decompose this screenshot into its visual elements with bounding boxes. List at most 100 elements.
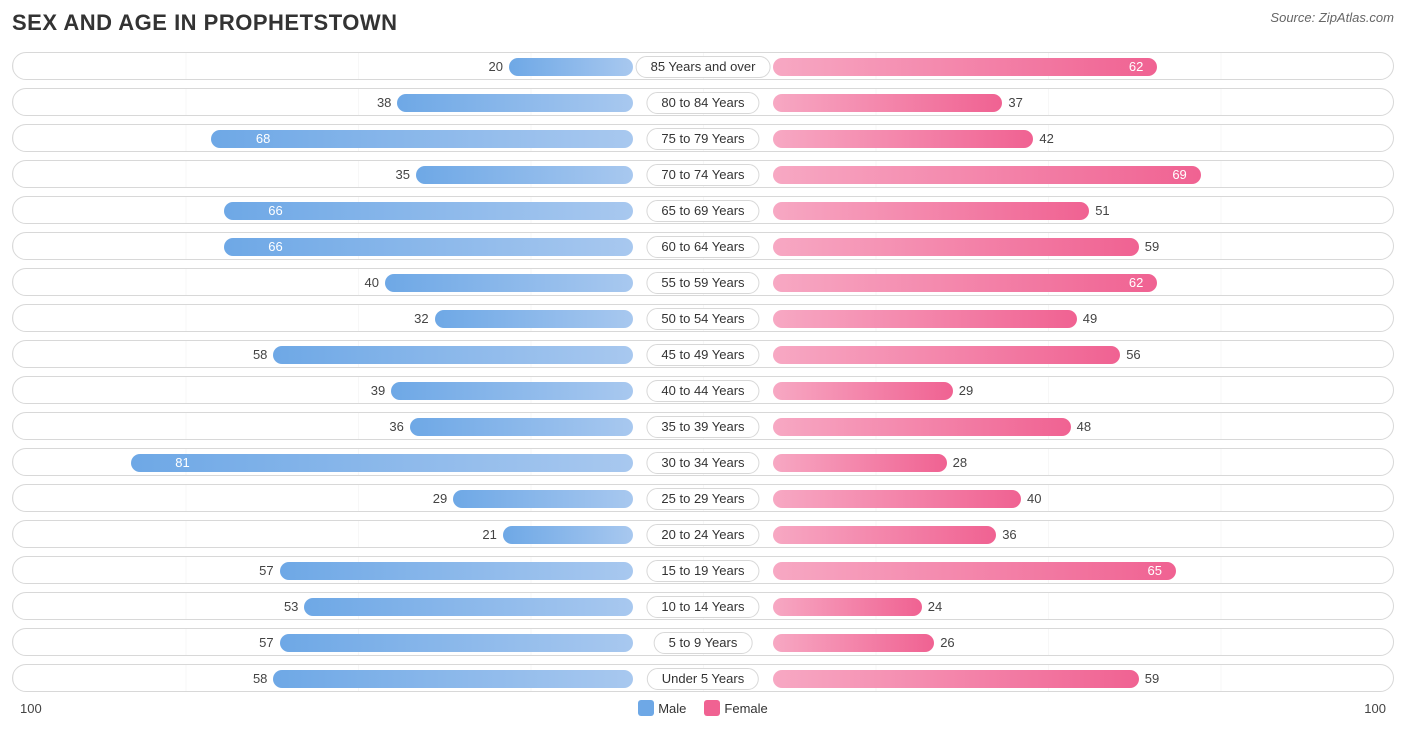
age-bucket-label: 30 to 34 Years — [646, 452, 759, 474]
male-value: 57 — [259, 634, 273, 652]
male-value: 35 — [396, 166, 410, 184]
pyramid-row: 665960 to 64 Years — [12, 232, 1394, 260]
age-bucket-label: 25 to 29 Years — [646, 488, 759, 510]
male-value: 29 — [433, 490, 447, 508]
male-value: 66 — [260, 202, 290, 220]
male-bar — [391, 382, 633, 400]
female-bar — [773, 94, 1002, 112]
female-bar — [773, 670, 1139, 688]
legend-male-label: Male — [658, 701, 686, 716]
age-bucket-label: 35 to 39 Years — [646, 416, 759, 438]
female-bar — [773, 310, 1077, 328]
age-bucket-label: 5 to 9 Years — [654, 632, 753, 654]
male-bar — [273, 670, 633, 688]
male-bar — [304, 598, 633, 616]
female-value: 59 — [1145, 238, 1159, 256]
age-bucket-label: 50 to 54 Years — [646, 308, 759, 330]
female-value: 48 — [1077, 418, 1091, 436]
axis-left-max: 100 — [20, 701, 42, 716]
age-bucket-label: 15 to 19 Years — [646, 560, 759, 582]
age-bucket-label: 10 to 14 Years — [646, 596, 759, 618]
male-bar — [280, 634, 633, 652]
female-bar — [773, 634, 934, 652]
male-bar — [453, 490, 633, 508]
female-value: 56 — [1126, 346, 1140, 364]
female-bar — [773, 418, 1071, 436]
age-bucket-label: 65 to 69 Years — [646, 200, 759, 222]
age-bucket-label: 75 to 79 Years — [646, 128, 759, 150]
legend-female-label: Female — [724, 701, 767, 716]
female-value: 29 — [959, 382, 973, 400]
pyramid-row: 206285 Years and over — [12, 52, 1394, 80]
female-bar — [773, 238, 1139, 256]
female-value: 49 — [1083, 310, 1097, 328]
chart-header: SEX AND AGE IN PROPHETSTOWN Source: ZipA… — [12, 10, 1394, 36]
pyramid-row: 532410 to 14 Years — [12, 592, 1394, 620]
female-value: 51 — [1095, 202, 1109, 220]
male-bar — [435, 310, 633, 328]
pyramid-row: 356970 to 74 Years — [12, 160, 1394, 188]
male-value: 36 — [389, 418, 403, 436]
male-bar — [385, 274, 633, 292]
male-value: 58 — [253, 670, 267, 688]
female-value: 62 — [1121, 58, 1151, 76]
pyramid-row: 213620 to 24 Years — [12, 520, 1394, 548]
male-value: 68 — [248, 130, 278, 148]
female-bar — [773, 130, 1033, 148]
swatch-female — [704, 700, 720, 716]
female-bar — [773, 490, 1021, 508]
male-bar — [131, 454, 633, 472]
male-bar — [416, 166, 633, 184]
female-bar — [773, 562, 1176, 580]
female-value: 37 — [1008, 94, 1022, 112]
source-name: ZipAtlas.com — [1319, 10, 1394, 25]
pyramid-row: 38 37 80 to 84 Years — [12, 88, 1394, 116]
female-value: 59 — [1145, 670, 1159, 688]
legend-male: Male — [638, 700, 686, 716]
male-value: 21 — [482, 526, 496, 544]
female-bar — [773, 454, 947, 472]
female-bar — [773, 274, 1157, 292]
pyramid-row: 812830 to 34 Years — [12, 448, 1394, 476]
male-value: 40 — [365, 274, 379, 292]
pyramid-row: 29 40 25 to 29 Years — [12, 484, 1394, 512]
age-bucket-label: 55 to 59 Years — [646, 272, 759, 294]
female-value: 36 — [1002, 526, 1016, 544]
age-bucket-label: 60 to 64 Years — [646, 236, 759, 258]
female-bar — [773, 166, 1201, 184]
age-bucket-label: 80 to 84 Years — [646, 92, 759, 114]
age-bucket-label: 40 to 44 Years — [646, 380, 759, 402]
male-bar — [397, 94, 633, 112]
male-value: 39 — [371, 382, 385, 400]
chart-title: SEX AND AGE IN PROPHETSTOWN — [12, 10, 398, 36]
male-bar — [410, 418, 633, 436]
age-bucket-label: Under 5 Years — [647, 668, 759, 690]
pyramid-row: 585645 to 49 Years — [12, 340, 1394, 368]
female-value: 65 — [1140, 562, 1170, 580]
female-value: 42 — [1039, 130, 1053, 148]
pyramid-row: 58 59 Under 5 Years — [12, 664, 1394, 692]
source-attribution: Source: ZipAtlas.com — [1270, 10, 1394, 25]
female-value: 40 — [1027, 490, 1041, 508]
age-bucket-label: 70 to 74 Years — [646, 164, 759, 186]
male-value: 57 — [259, 562, 273, 580]
pyramid-row: 36 48 35 to 39 Years — [12, 412, 1394, 440]
male-bar — [273, 346, 633, 364]
legend: Male Female — [638, 700, 768, 716]
female-bar — [773, 382, 953, 400]
pyramid-row: 39 29 40 to 44 Years — [12, 376, 1394, 404]
legend-female: Female — [704, 700, 767, 716]
age-bucket-label: 85 Years and over — [636, 56, 771, 78]
female-bar — [773, 346, 1120, 364]
pyramid-row: 324950 to 54 Years — [12, 304, 1394, 332]
axis-row: 100 Male Female 100 — [12, 700, 1394, 716]
male-bar — [509, 58, 633, 76]
population-pyramid: 206285 Years and over383780 to 84 Years6… — [12, 52, 1394, 692]
pyramid-row: 57 65 15 to 19 Years — [12, 556, 1394, 584]
female-bar — [773, 202, 1089, 220]
male-value: 38 — [377, 94, 391, 112]
male-bar — [503, 526, 633, 544]
female-bar — [773, 598, 922, 616]
male-value: 58 — [253, 346, 267, 364]
male-value: 53 — [284, 598, 298, 616]
